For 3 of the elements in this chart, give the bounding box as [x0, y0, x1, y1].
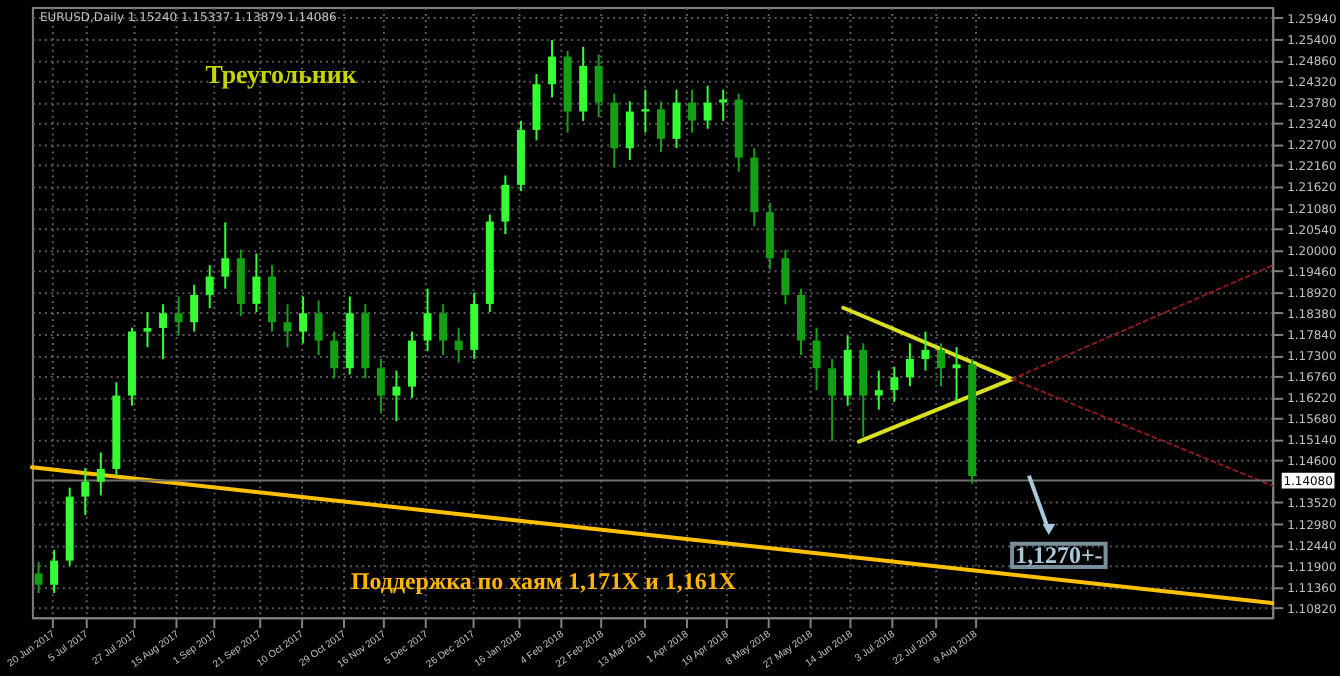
annotation: Поддержка по хаям 1,171X и 1,161X [350, 567, 737, 596]
annotation: 1,1270+- [1015, 541, 1103, 570]
annotation: Треугольник [205, 58, 358, 89]
